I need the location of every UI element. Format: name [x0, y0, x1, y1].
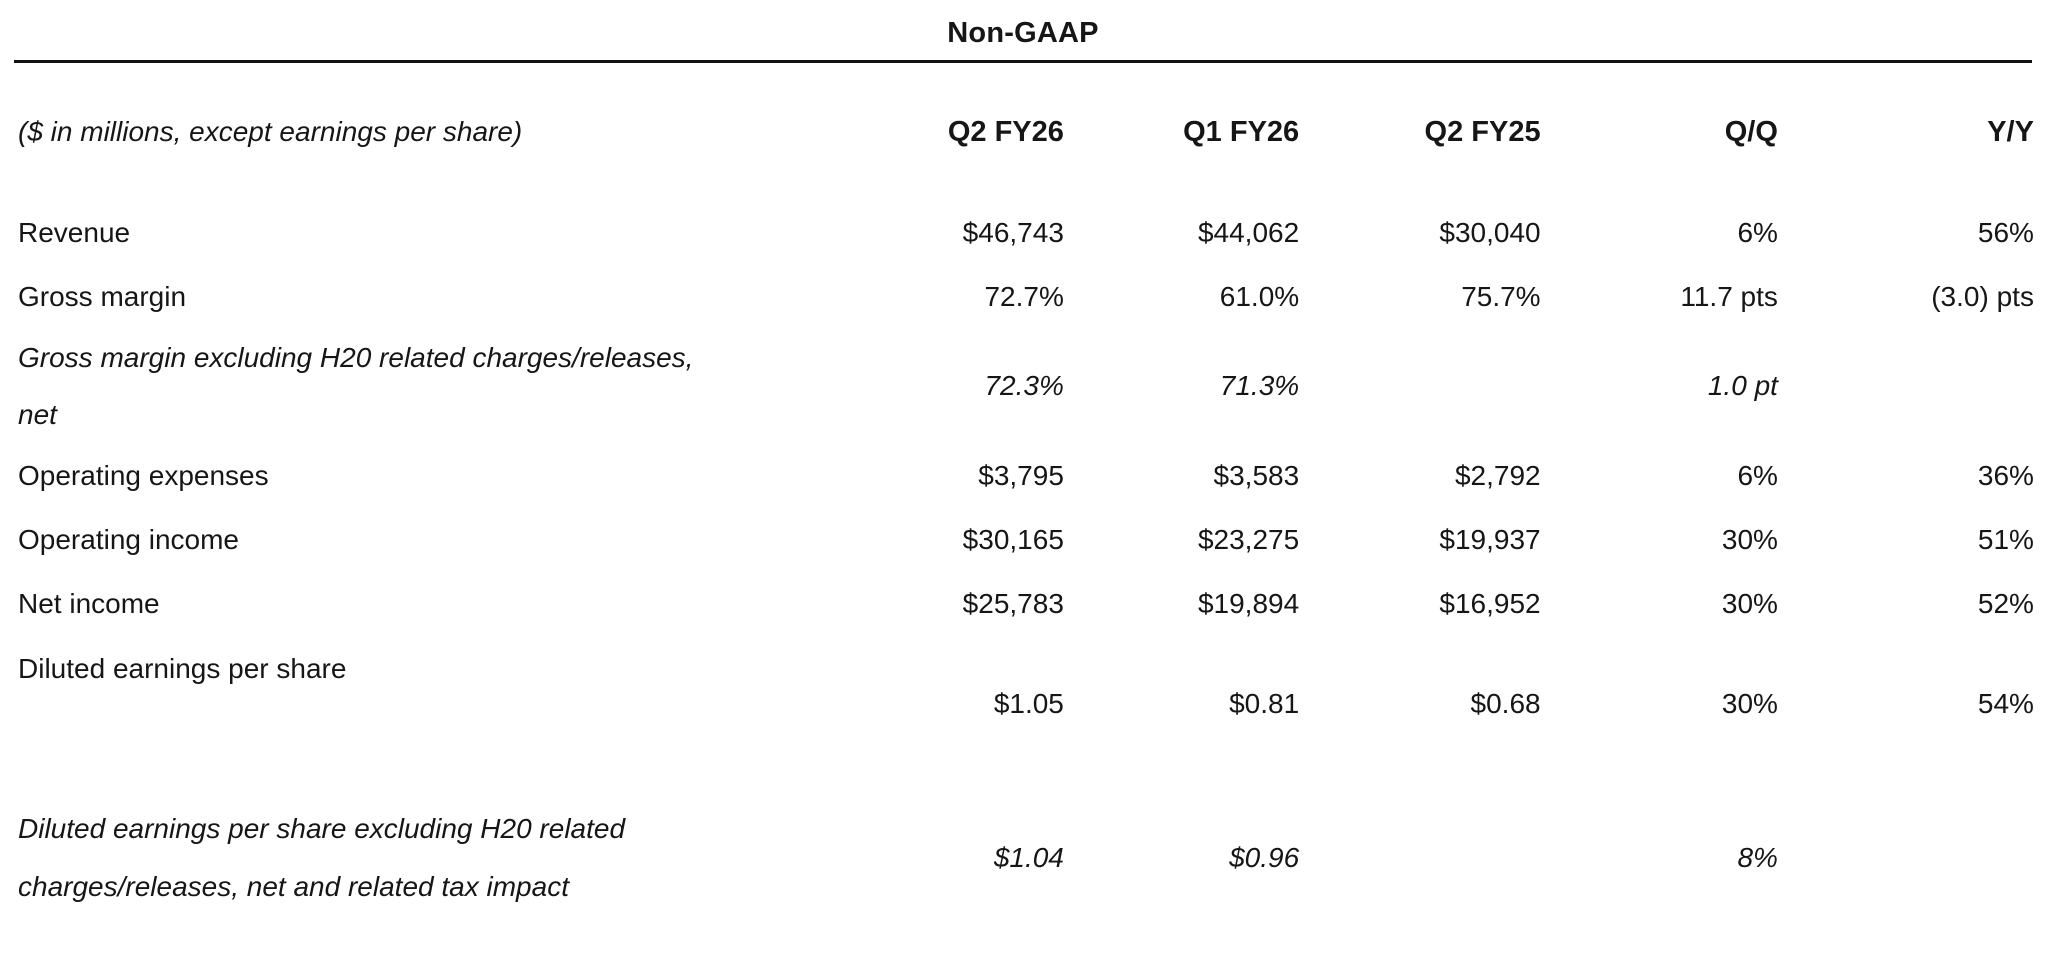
table-row: Operating expenses $3,795 $3,583 $2,792 …: [0, 444, 2046, 508]
row-value-qq: 30%: [1721, 523, 1778, 555]
row-label: Gross margin: [18, 281, 187, 313]
row-value-q2-fy26: $46,743: [962, 217, 1064, 248]
row-value-q1-fy26: $23,275: [1197, 523, 1300, 555]
row-value-q1-fy26: $44,062: [1197, 217, 1300, 248]
row-label: Gross margin excluding H20 related charg…: [18, 342, 694, 431]
row-value-qq: 6%: [1737, 459, 1778, 491]
row-label: Revenue: [18, 217, 131, 249]
table-row: Diluted earnings per share excluding H20…: [0, 766, 2046, 950]
column-header-qq: Q/Q: [1724, 115, 1778, 148]
row-label: Operating expenses: [18, 460, 269, 492]
row-value-q2-fy26: $30,165: [962, 523, 1064, 555]
row-label: Diluted earnings per share excluding H20…: [18, 813, 626, 902]
row-value-yy: 51%: [1977, 523, 2034, 555]
row-value-yy: 54%: [1977, 687, 2034, 719]
row-value-q2-fy25: $19,937: [1439, 523, 1541, 555]
row-value-yy: 52%: [1977, 587, 2034, 619]
row-value-yy: 36%: [1977, 459, 2034, 491]
table-row: Diluted earnings per share $1.05 $0.81 $…: [0, 636, 2046, 736]
table-body: Revenue $46,743 $44,062 $30,040 6% 56% G…: [0, 201, 2046, 950]
row-value-q2-fy26: 72.3%: [984, 370, 1064, 402]
row-value-q2-fy25: $2,792: [1454, 459, 1541, 491]
row-value-q2-fy25: $0.68: [1470, 687, 1541, 719]
row-label: Operating income: [18, 524, 240, 556]
table-row: Gross margin 72.7% 61.0% 75.7% 11.7 pts …: [0, 265, 2046, 329]
row-value-q1-fy26: $3,583: [1213, 459, 1300, 491]
header-rule: [14, 60, 2032, 63]
table-header-row: ($ in millions, except earnings per shar…: [0, 63, 2046, 201]
column-header-q1-fy26: Q1 FY26: [1183, 115, 1300, 148]
row-value-q2-fy25: $16,952: [1439, 587, 1541, 619]
row-value-qq: 6%: [1737, 217, 1778, 248]
row-value-qq: 8%: [1737, 841, 1778, 873]
row-value-q2-fy25: 75.7%: [1461, 281, 1541, 312]
column-header-yy: Y/Y: [1987, 115, 2034, 148]
table-title: Non-GAAP: [947, 17, 1099, 49]
row-value-q1-fy26: $19,894: [1197, 587, 1300, 619]
row-value-q2-fy25: $30,040: [1439, 217, 1541, 248]
column-header-q2-fy26: Q2 FY26: [947, 115, 1064, 148]
units-note: ($ in millions, except earnings per shar…: [18, 116, 523, 148]
table-row: Revenue $46,743 $44,062 $30,040 6% 56%: [0, 201, 2046, 265]
row-value-q1-fy26: $0.96: [1229, 841, 1300, 873]
row-value-q2-fy26: $3,795: [978, 459, 1064, 491]
row-value-qq: 11.7 pts: [1680, 281, 1778, 312]
row-value-qq: 30%: [1721, 687, 1778, 719]
table-row: Gross margin excluding H20 related charg…: [0, 329, 2046, 444]
row-value-q2-fy26: $1.05: [993, 687, 1064, 719]
row-label: Net income: [18, 588, 160, 620]
row-value-yy: 56%: [1977, 217, 2034, 248]
row-value-qq: 1.0 pt: [1707, 370, 1778, 402]
row-value-yy: (3.0) pts: [1931, 281, 2034, 312]
row-value-q1-fy26: $0.81: [1229, 687, 1300, 719]
row-value-qq: 30%: [1721, 587, 1778, 619]
table-row: Operating income $30,165 $23,275 $19,937…: [0, 508, 2046, 572]
row-value-q1-fy26: 61.0%: [1219, 281, 1300, 312]
row-value-q2-fy26: $1.04: [993, 841, 1064, 873]
row-value-q2-fy26: $25,783: [962, 587, 1064, 619]
column-header-q2-fy25: Q2 FY25: [1424, 115, 1541, 148]
row-label: Diluted earnings per share: [18, 652, 347, 684]
row-value-q1-fy26: 71.3%: [1219, 370, 1300, 402]
row-value-q2-fy26: 72.7%: [984, 281, 1064, 312]
table-row: Net income $25,783 $19,894 $16,952 30% 5…: [0, 572, 2046, 636]
